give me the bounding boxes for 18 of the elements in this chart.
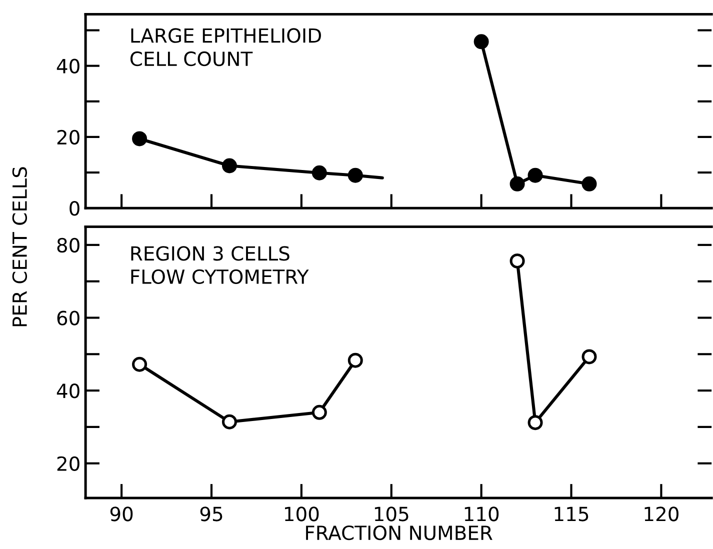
y-tick-label: 0	[70, 201, 80, 216]
x-tick-label: 115	[554, 506, 588, 522]
y-tick-label: 40	[56, 384, 80, 398]
y-tick-label: 20	[57, 456, 80, 472]
x-axis-title: FRACTION NUMBER	[306, 525, 492, 540]
y-tick-label: 20	[57, 130, 80, 145]
x-tick-label: 110	[464, 506, 499, 522]
x-tick-label: 105	[374, 506, 408, 522]
text: LARGE EPITHELIOID CELL COUNT	[130, 28, 321, 66]
x-tick-label: 90	[110, 506, 133, 522]
y-tick-label: 40	[56, 58, 80, 74]
y-tick-label: 80	[57, 238, 80, 253]
y-tick-label: 60	[57, 310, 80, 326]
text: REGION 3 CELLS FLOW CYTOMETRY	[131, 246, 309, 284]
x-tick-label: 100	[285, 506, 319, 522]
y-axis-title: PER CENT CELLS	[12, 167, 28, 326]
x-tick-label: 95	[200, 506, 222, 522]
x-tick-label: 120	[644, 506, 678, 522]
